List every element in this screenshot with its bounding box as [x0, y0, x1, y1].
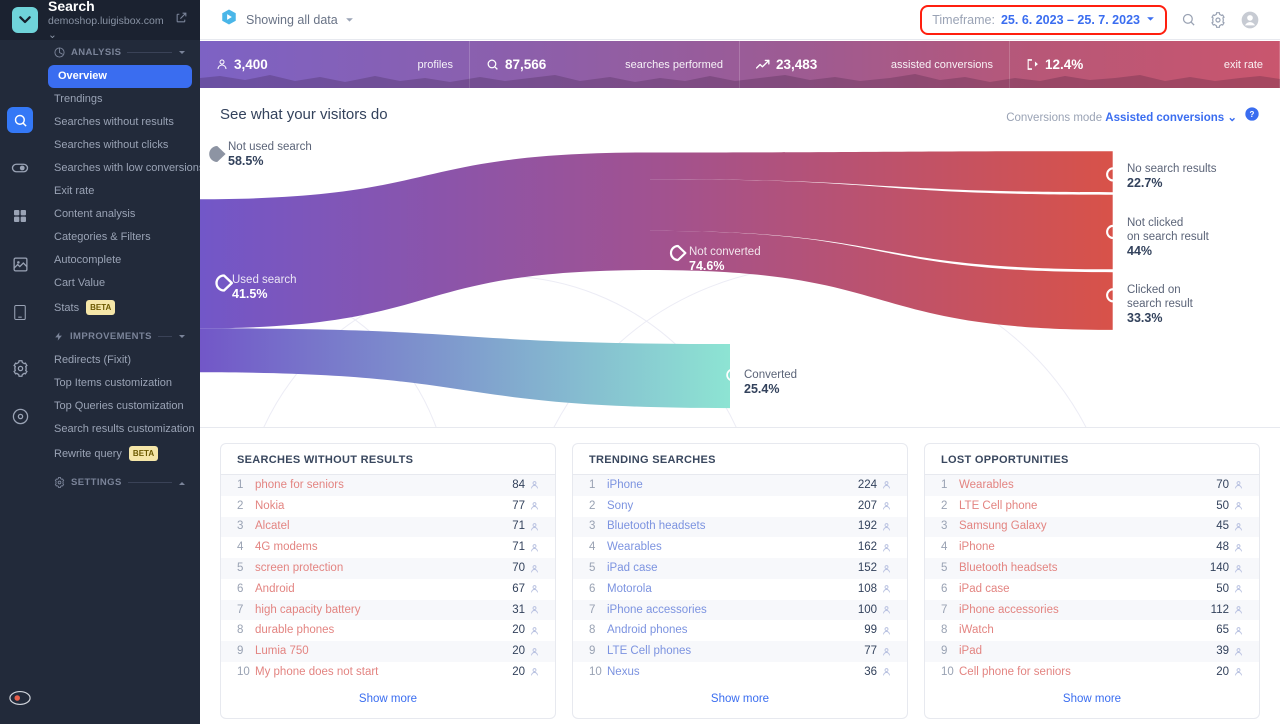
- svg-text:?: ?: [1250, 110, 1255, 119]
